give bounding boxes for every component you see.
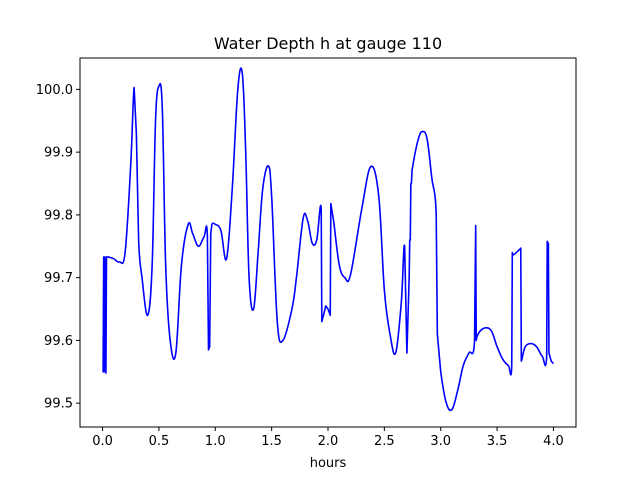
x-axis-label: hours (310, 456, 347, 471)
x-tick-label: 3.0 (430, 434, 451, 449)
x-tick-label: 1.5 (261, 434, 282, 449)
y-tick-label: 100.0 (36, 83, 73, 98)
x-tick-label: 2.5 (374, 434, 395, 449)
x-tick-label: 0.5 (149, 434, 170, 449)
y-axis: 99.5 99.6 99.7 99.8 99.9 100.0 (36, 83, 80, 412)
y-tick-label: 99.8 (44, 208, 73, 223)
x-tick-label: 0.0 (92, 434, 113, 449)
x-tick-label: 4.0 (543, 434, 564, 449)
plot-area: 0.0 0.5 1.0 1.5 2.0 2.5 3.0 3.5 4.0 99.5 99.6 99.7… (36, 57, 577, 449)
y-tick-label: 99.7 (44, 271, 73, 286)
x-tick-label: 1.0 (205, 434, 226, 449)
y-tick-label: 99.9 (44, 146, 73, 161)
y-tick-label: 99.6 (44, 334, 73, 349)
chart-title: Water Depth h at gauge 110 (214, 34, 442, 53)
x-tick-label: 3.5 (487, 434, 508, 449)
x-axis: 0.0 0.5 1.0 1.5 2.0 2.5 3.0 3.5 4.0 (92, 427, 564, 449)
series-layer (102, 67, 555, 412)
y-tick-label: 99.5 (44, 397, 73, 412)
x-tick-label: 2.0 (318, 434, 339, 449)
series-line (102, 67, 555, 412)
